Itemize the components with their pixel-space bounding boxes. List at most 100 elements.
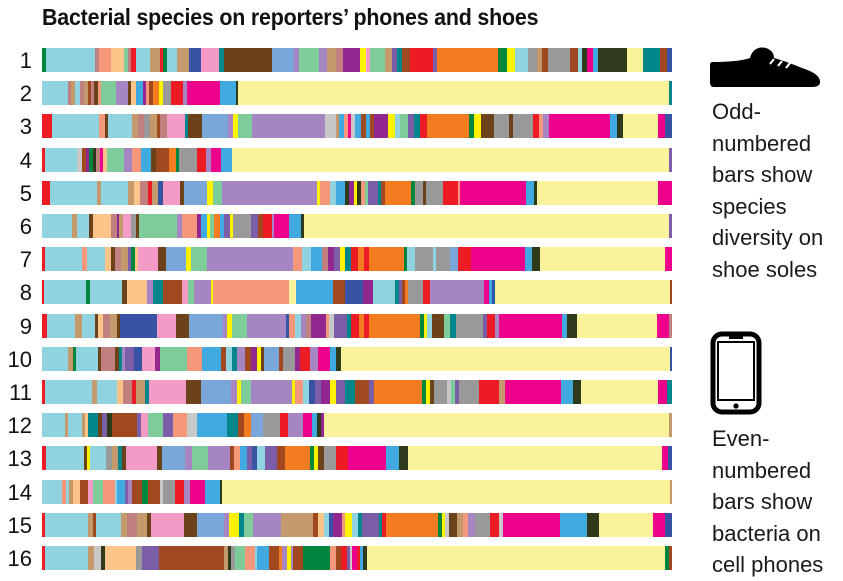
phone-legend-line: cell phones bbox=[712, 552, 824, 577]
row-label: 13 bbox=[7, 446, 32, 472]
bar-segment bbox=[329, 313, 334, 338]
bar-segment bbox=[533, 114, 539, 139]
bar-segment bbox=[321, 413, 324, 438]
bar-segment bbox=[160, 479, 163, 504]
row-label: 16 bbox=[7, 546, 32, 571]
bar-segment bbox=[291, 546, 293, 570]
bar-segment bbox=[251, 413, 263, 438]
bar-segment bbox=[95, 313, 98, 338]
phone-legend-line: numbered bbox=[712, 457, 812, 483]
bar-segment bbox=[657, 313, 669, 338]
bar-segment bbox=[342, 512, 345, 537]
bar-segment bbox=[301, 313, 306, 338]
bar-segment bbox=[171, 81, 183, 106]
bar-segment bbox=[402, 48, 410, 72]
bar-segment bbox=[336, 546, 341, 570]
bar-segment bbox=[132, 147, 141, 172]
bar-segment bbox=[187, 81, 220, 106]
bar-segment bbox=[299, 48, 319, 72]
bar-segment bbox=[285, 446, 310, 471]
bar-segment bbox=[244, 413, 251, 438]
bar-segment bbox=[328, 247, 334, 272]
bar-segment bbox=[357, 546, 360, 570]
bar-segment bbox=[156, 147, 169, 172]
stacked-bar-1 bbox=[42, 48, 672, 72]
bar-segment bbox=[386, 512, 438, 537]
bar-segment bbox=[122, 446, 126, 471]
bar-segment bbox=[330, 380, 336, 404]
phone-legend-line: bacteria on bbox=[712, 520, 821, 546]
bar-segment bbox=[108, 114, 132, 139]
bar-segment bbox=[341, 546, 347, 570]
bar-segment bbox=[207, 180, 213, 205]
bar-segment bbox=[258, 214, 263, 238]
bar-segment bbox=[369, 247, 404, 272]
bar-segment bbox=[573, 380, 581, 404]
bar-segment bbox=[567, 313, 577, 338]
bar-segment bbox=[313, 512, 318, 537]
bar-segment bbox=[303, 413, 312, 438]
bar-segment bbox=[658, 180, 672, 205]
bar-segment bbox=[116, 81, 128, 106]
shoe-legend-line: diversity on bbox=[712, 225, 824, 250]
bar-segment bbox=[282, 546, 287, 570]
bar-segment bbox=[42, 512, 45, 537]
bar-segment bbox=[89, 147, 93, 172]
bar-segment bbox=[222, 180, 317, 205]
bar-segment bbox=[542, 48, 548, 72]
row-label: 12 bbox=[7, 413, 32, 439]
bar-segment bbox=[537, 180, 658, 205]
bar-segment bbox=[88, 413, 98, 438]
bar-segment bbox=[232, 147, 669, 172]
bar-segment bbox=[184, 180, 207, 205]
bar-segment bbox=[188, 280, 194, 305]
row-label: 5 bbox=[19, 180, 32, 206]
bar-segment bbox=[45, 147, 77, 172]
bar-segment bbox=[132, 380, 136, 404]
bar-segment bbox=[47, 313, 75, 338]
bar-segment bbox=[95, 48, 99, 72]
bar-segment bbox=[222, 479, 670, 504]
bar-segment bbox=[623, 114, 658, 139]
bar-segment bbox=[449, 512, 457, 537]
bar-segment bbox=[456, 313, 483, 338]
stacked-bar-2 bbox=[42, 81, 672, 106]
bar-segment bbox=[111, 48, 124, 72]
bar-segment bbox=[223, 313, 227, 338]
bar-segment bbox=[220, 214, 224, 238]
bar-segment bbox=[420, 313, 424, 338]
stacked-bar-12 bbox=[42, 413, 672, 438]
bar-segment bbox=[240, 446, 247, 471]
bar-segment bbox=[93, 479, 103, 504]
bar-segment bbox=[336, 180, 345, 205]
bar-segment bbox=[570, 48, 578, 72]
bar-segment bbox=[336, 346, 341, 371]
bar-segment bbox=[487, 313, 495, 338]
bar-segment bbox=[75, 81, 80, 106]
bar-segment bbox=[96, 147, 100, 172]
bar-segment bbox=[201, 380, 231, 404]
bar-segment bbox=[326, 313, 329, 338]
stacked-bar-11 bbox=[42, 380, 672, 404]
bar-segment bbox=[75, 313, 82, 338]
bar-segment bbox=[183, 81, 187, 106]
bar-segment bbox=[98, 313, 103, 338]
bar-segment bbox=[101, 180, 128, 205]
bar-segment bbox=[207, 214, 210, 238]
bar-segment bbox=[344, 114, 348, 139]
bar-segment bbox=[318, 512, 324, 537]
bar-segment bbox=[131, 81, 136, 106]
bar-segment bbox=[402, 280, 405, 305]
bar-segment bbox=[293, 247, 302, 272]
bar-segment bbox=[213, 280, 289, 305]
bar-segment bbox=[101, 346, 115, 371]
bar-segment bbox=[117, 313, 120, 338]
bar-segment bbox=[292, 380, 295, 404]
bar-segment bbox=[238, 114, 252, 139]
bar-segment bbox=[247, 313, 286, 338]
bar-segment bbox=[136, 48, 150, 72]
bar-segment bbox=[42, 413, 65, 438]
bar-segment bbox=[463, 512, 468, 537]
bar-segment bbox=[88, 479, 93, 504]
bar-segment bbox=[102, 413, 107, 438]
